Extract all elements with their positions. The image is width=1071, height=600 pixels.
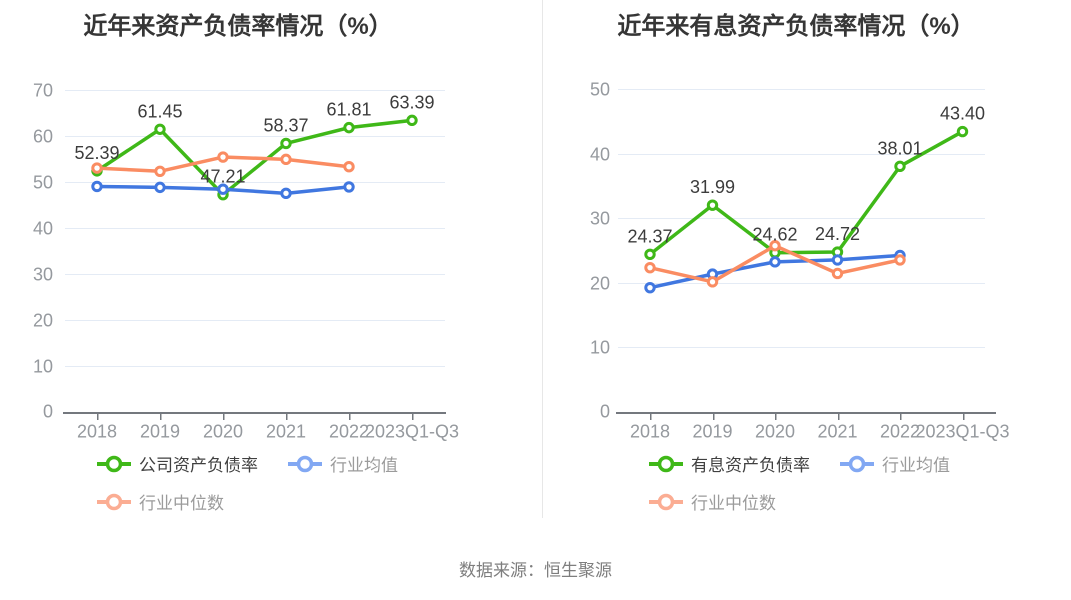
x-tick-label: 2021	[817, 422, 857, 442]
y-tick-label: 30	[33, 265, 53, 285]
x-tick-label: 2020	[203, 422, 243, 442]
data-point	[154, 165, 166, 177]
data-point	[831, 267, 844, 280]
data-point	[894, 254, 906, 266]
line-series-marker-icon	[97, 455, 131, 472]
series-line-0	[96, 118, 413, 197]
y-tick-label: 50	[590, 80, 610, 100]
data-label: 61.81	[326, 100, 371, 120]
y-tick-label: 30	[590, 209, 610, 229]
x-tick-label: 2022	[329, 422, 369, 442]
x-tick-label: 2023Q1-Q3	[365, 422, 459, 442]
x-tick-label: 2018	[77, 422, 117, 442]
x-tick-label: 2019	[140, 422, 180, 442]
data-point	[769, 256, 781, 268]
x-tick-label: 2019	[692, 422, 732, 442]
data-label: 24.62	[752, 225, 797, 245]
data-point	[343, 161, 355, 173]
line-series-marker-icon	[649, 493, 683, 510]
legend-right: 有息资产负债率 行业均值 行业中位数	[649, 451, 950, 514]
y-tick-label: 60	[33, 127, 53, 147]
legend-label: 行业均值	[882, 456, 950, 475]
data-point	[644, 261, 656, 274]
data-label: 38.01	[877, 138, 922, 158]
legend-row: 有息资产负债率 行业均值	[649, 451, 950, 476]
legend-label: 行业中位数	[139, 494, 224, 513]
source-note: 数据来源：恒生聚源	[459, 561, 612, 580]
legend-left: 公司资产负债率 行业均值 行业中位数	[97, 451, 398, 514]
line-series-marker-icon	[97, 493, 131, 510]
interest-bearing-chart-plot: 0 10 20 30 40 50 2018 2019 2020 2021 20222023Q1-Q3…	[590, 80, 1010, 442]
data-label: 58.37	[263, 115, 308, 135]
series-line-0	[648, 130, 964, 256]
data-label: 47.21	[200, 167, 245, 187]
data-point	[706, 276, 719, 288]
data-point	[706, 199, 719, 211]
y-tick-label: 10	[590, 338, 610, 358]
line-series-marker-icon	[649, 455, 683, 472]
data-point	[217, 151, 229, 163]
data-point	[280, 137, 292, 150]
data-point	[154, 123, 166, 135]
line-series-marker-icon	[288, 455, 322, 472]
data-label: 24.72	[815, 224, 860, 244]
data-point	[894, 160, 906, 173]
y-tick-label: 20	[590, 274, 610, 294]
data-point	[217, 183, 229, 195]
y-tick-label: 40	[590, 145, 610, 165]
legend-row: 行业中位数	[97, 489, 398, 514]
legend-item-interest-ratio[interactable]: 有息资产负债率	[649, 451, 810, 476]
interest-bearing-chart-panel: 近年来有息资产负债率情况（%） 0 10 20 30 40 50 2018 2019 2020 2…	[536, 0, 1071, 535]
data-point	[343, 121, 355, 134]
data-point	[91, 180, 103, 193]
x-tick-label: 2018	[630, 422, 670, 442]
data-point	[644, 281, 656, 294]
legend-item-industry-average[interactable]: 行业均值	[288, 451, 398, 476]
data-label: 43.40	[940, 104, 985, 124]
chart-title-left: 近年来资产负债率情况（%）	[83, 13, 393, 40]
data-point	[343, 181, 355, 193]
y-tick-label: 40	[33, 219, 53, 239]
asset-liability-chart-panel: 近年来资产负债率情况（%） 0 10 20 30 40 50 60 70 2018 2019 202…	[0, 0, 535, 535]
data-point	[280, 153, 292, 166]
x-tick-label: 2020	[755, 422, 795, 442]
y-tick-label: 50	[33, 173, 53, 193]
y-tick-label: 20	[33, 311, 53, 331]
chart-title-right: 近年来有息资产负债率情况（%）	[617, 13, 975, 40]
legend-item-company-ratio[interactable]: 公司资产负债率	[97, 451, 258, 476]
y-tick-label: 70	[33, 81, 53, 101]
asset-liability-chart-plot: 0 10 20 30 40 50 60 70 2018 2019 2020 2021 20222023Q…	[33, 81, 459, 442]
legend-row: 行业中位数	[649, 489, 950, 514]
y-tick-label: 0	[600, 402, 610, 422]
y-tick-label: 10	[33, 357, 53, 377]
data-point	[831, 254, 844, 266]
legend-label: 行业均值	[330, 456, 398, 475]
data-label: 52.39	[74, 143, 119, 163]
x-tick-label: 2021	[266, 422, 306, 442]
panel-divider	[542, 0, 543, 518]
data-point	[406, 114, 418, 127]
data-label: 24.37	[627, 226, 672, 246]
y-tick-label: 0	[43, 402, 53, 422]
data-label: 61.45	[137, 101, 182, 121]
legend-item-industry-median[interactable]: 行业中位数	[97, 489, 224, 514]
data-point	[956, 125, 969, 138]
x-tick-label: 2023Q1-Q3	[915, 422, 1009, 442]
data-point	[769, 240, 781, 252]
data-point	[91, 162, 103, 174]
legend-label: 有息资产负债率	[691, 456, 810, 475]
line-series-marker-icon	[840, 455, 874, 472]
data-point	[154, 181, 166, 194]
data-label: 63.39	[389, 92, 434, 112]
legend-label: 行业中位数	[691, 494, 776, 513]
x-tick-label: 2022	[880, 422, 920, 442]
legend-item-industry-median[interactable]: 行业中位数	[649, 489, 776, 514]
data-label: 31.99	[690, 177, 735, 197]
data-point	[644, 248, 656, 261]
data-point	[280, 187, 292, 200]
legend-item-industry-average[interactable]: 行业均值	[840, 451, 950, 476]
legend-label: 公司资产负债率	[139, 456, 258, 475]
legend-row: 公司资产负债率 行业均值	[97, 451, 398, 476]
